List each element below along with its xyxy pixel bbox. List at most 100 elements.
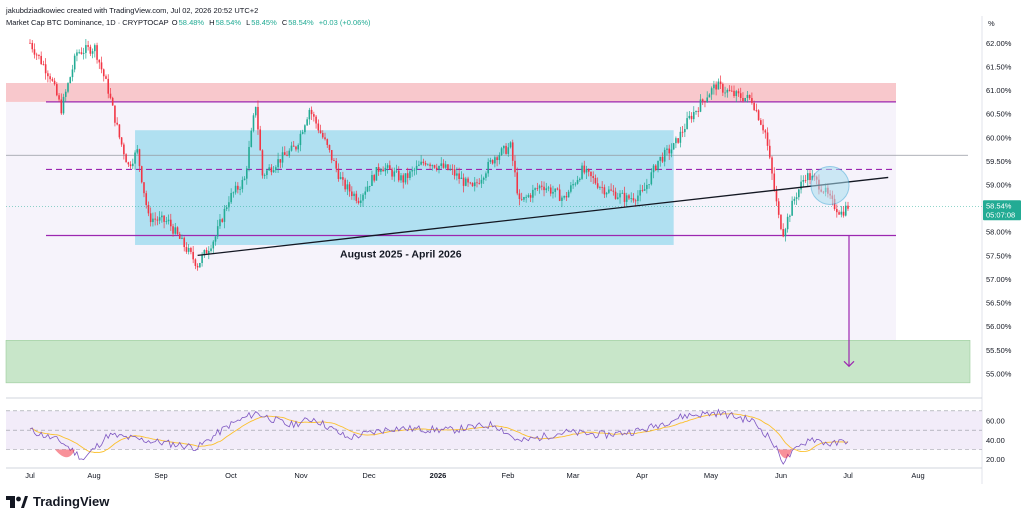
candle-body [241, 179, 244, 190]
candle [333, 158, 335, 162]
candle [608, 186, 610, 195]
candle [40, 51, 42, 66]
candle-body [44, 64, 47, 74]
candle-body [576, 179, 579, 184]
candle-body [351, 191, 353, 197]
candle [793, 196, 796, 205]
candle [518, 189, 521, 206]
candle [511, 139, 514, 167]
candle [192, 246, 194, 264]
candle-body [132, 163, 134, 167]
candle [567, 189, 570, 198]
candle-body [467, 178, 469, 183]
candle [429, 162, 431, 170]
candle-body [228, 202, 230, 208]
candle [431, 164, 434, 171]
candle-body [482, 177, 485, 180]
candle-body [599, 187, 601, 188]
candle [266, 168, 268, 179]
candle-body [590, 171, 592, 177]
candle [556, 187, 559, 191]
candle-body [672, 143, 675, 150]
candle-body [56, 84, 58, 96]
candle-body [505, 145, 507, 154]
candle [619, 190, 621, 204]
candle [514, 155, 516, 177]
x-tick-label: Aug [87, 471, 100, 480]
candle [44, 58, 47, 80]
candle [38, 54, 40, 60]
candle-body [140, 166, 143, 183]
target-arrow-head [843, 360, 855, 368]
candle [174, 222, 177, 235]
candle-body [230, 192, 232, 203]
candle [777, 198, 780, 219]
candle [554, 188, 557, 198]
y-unit-label: % [988, 19, 995, 28]
candle-body [107, 78, 110, 94]
candle [471, 182, 474, 187]
candle [561, 195, 563, 208]
candle [138, 148, 141, 172]
candle-body [616, 197, 619, 199]
candle-body [181, 237, 183, 239]
candle-body [715, 84, 717, 90]
candle-body [286, 154, 288, 156]
candle-body [290, 145, 293, 151]
x-tick-label: Mar [567, 471, 580, 480]
candle-body [605, 192, 608, 195]
candle [529, 193, 532, 202]
y-tick-label: 61.50% [986, 62, 1012, 71]
candle [795, 192, 798, 206]
candle-body [744, 97, 746, 101]
candle [102, 68, 105, 82]
candle [722, 82, 724, 97]
candle-body [802, 180, 805, 182]
candle [730, 85, 733, 92]
candle [605, 191, 608, 198]
candle [791, 196, 793, 216]
candle-body [400, 175, 402, 181]
candle [283, 146, 286, 156]
y-tick-label: 60.00% [986, 133, 1012, 142]
candle-body [471, 183, 474, 187]
candle [386, 163, 389, 174]
candle-body [275, 167, 277, 171]
candle-body [196, 265, 199, 268]
candle [109, 87, 112, 100]
candle-body [639, 190, 641, 196]
candle-body [154, 218, 156, 220]
candle-body [187, 247, 190, 252]
candle-body [842, 211, 845, 216]
candle-body [494, 157, 496, 164]
candle-body [713, 84, 715, 89]
candle [196, 263, 199, 271]
candle-body [225, 207, 228, 209]
candle [663, 147, 666, 167]
candle-body [76, 52, 78, 56]
candle-body [585, 169, 588, 173]
candle [132, 158, 134, 170]
candle-body [679, 131, 682, 143]
candle [728, 85, 731, 92]
candle [402, 173, 405, 189]
candle [136, 145, 139, 155]
candle [149, 207, 152, 227]
candle-body [791, 200, 793, 216]
candle [228, 196, 230, 212]
candle [494, 155, 496, 168]
candle-body [748, 94, 751, 99]
candle [143, 182, 145, 198]
tradingview-brand[interactable]: TradingView [6, 494, 109, 509]
candle [152, 212, 154, 227]
candle-body [382, 169, 384, 172]
candle-body [451, 168, 454, 170]
candle-body [402, 175, 405, 183]
candle [684, 123, 686, 138]
candle-body [223, 208, 226, 222]
candle [212, 240, 215, 254]
candle-body [114, 105, 116, 123]
candle [766, 127, 769, 151]
symbol-legend[interactable]: Market Cap BTC Dominance, 1D · CRYPTOCAP… [6, 18, 373, 27]
